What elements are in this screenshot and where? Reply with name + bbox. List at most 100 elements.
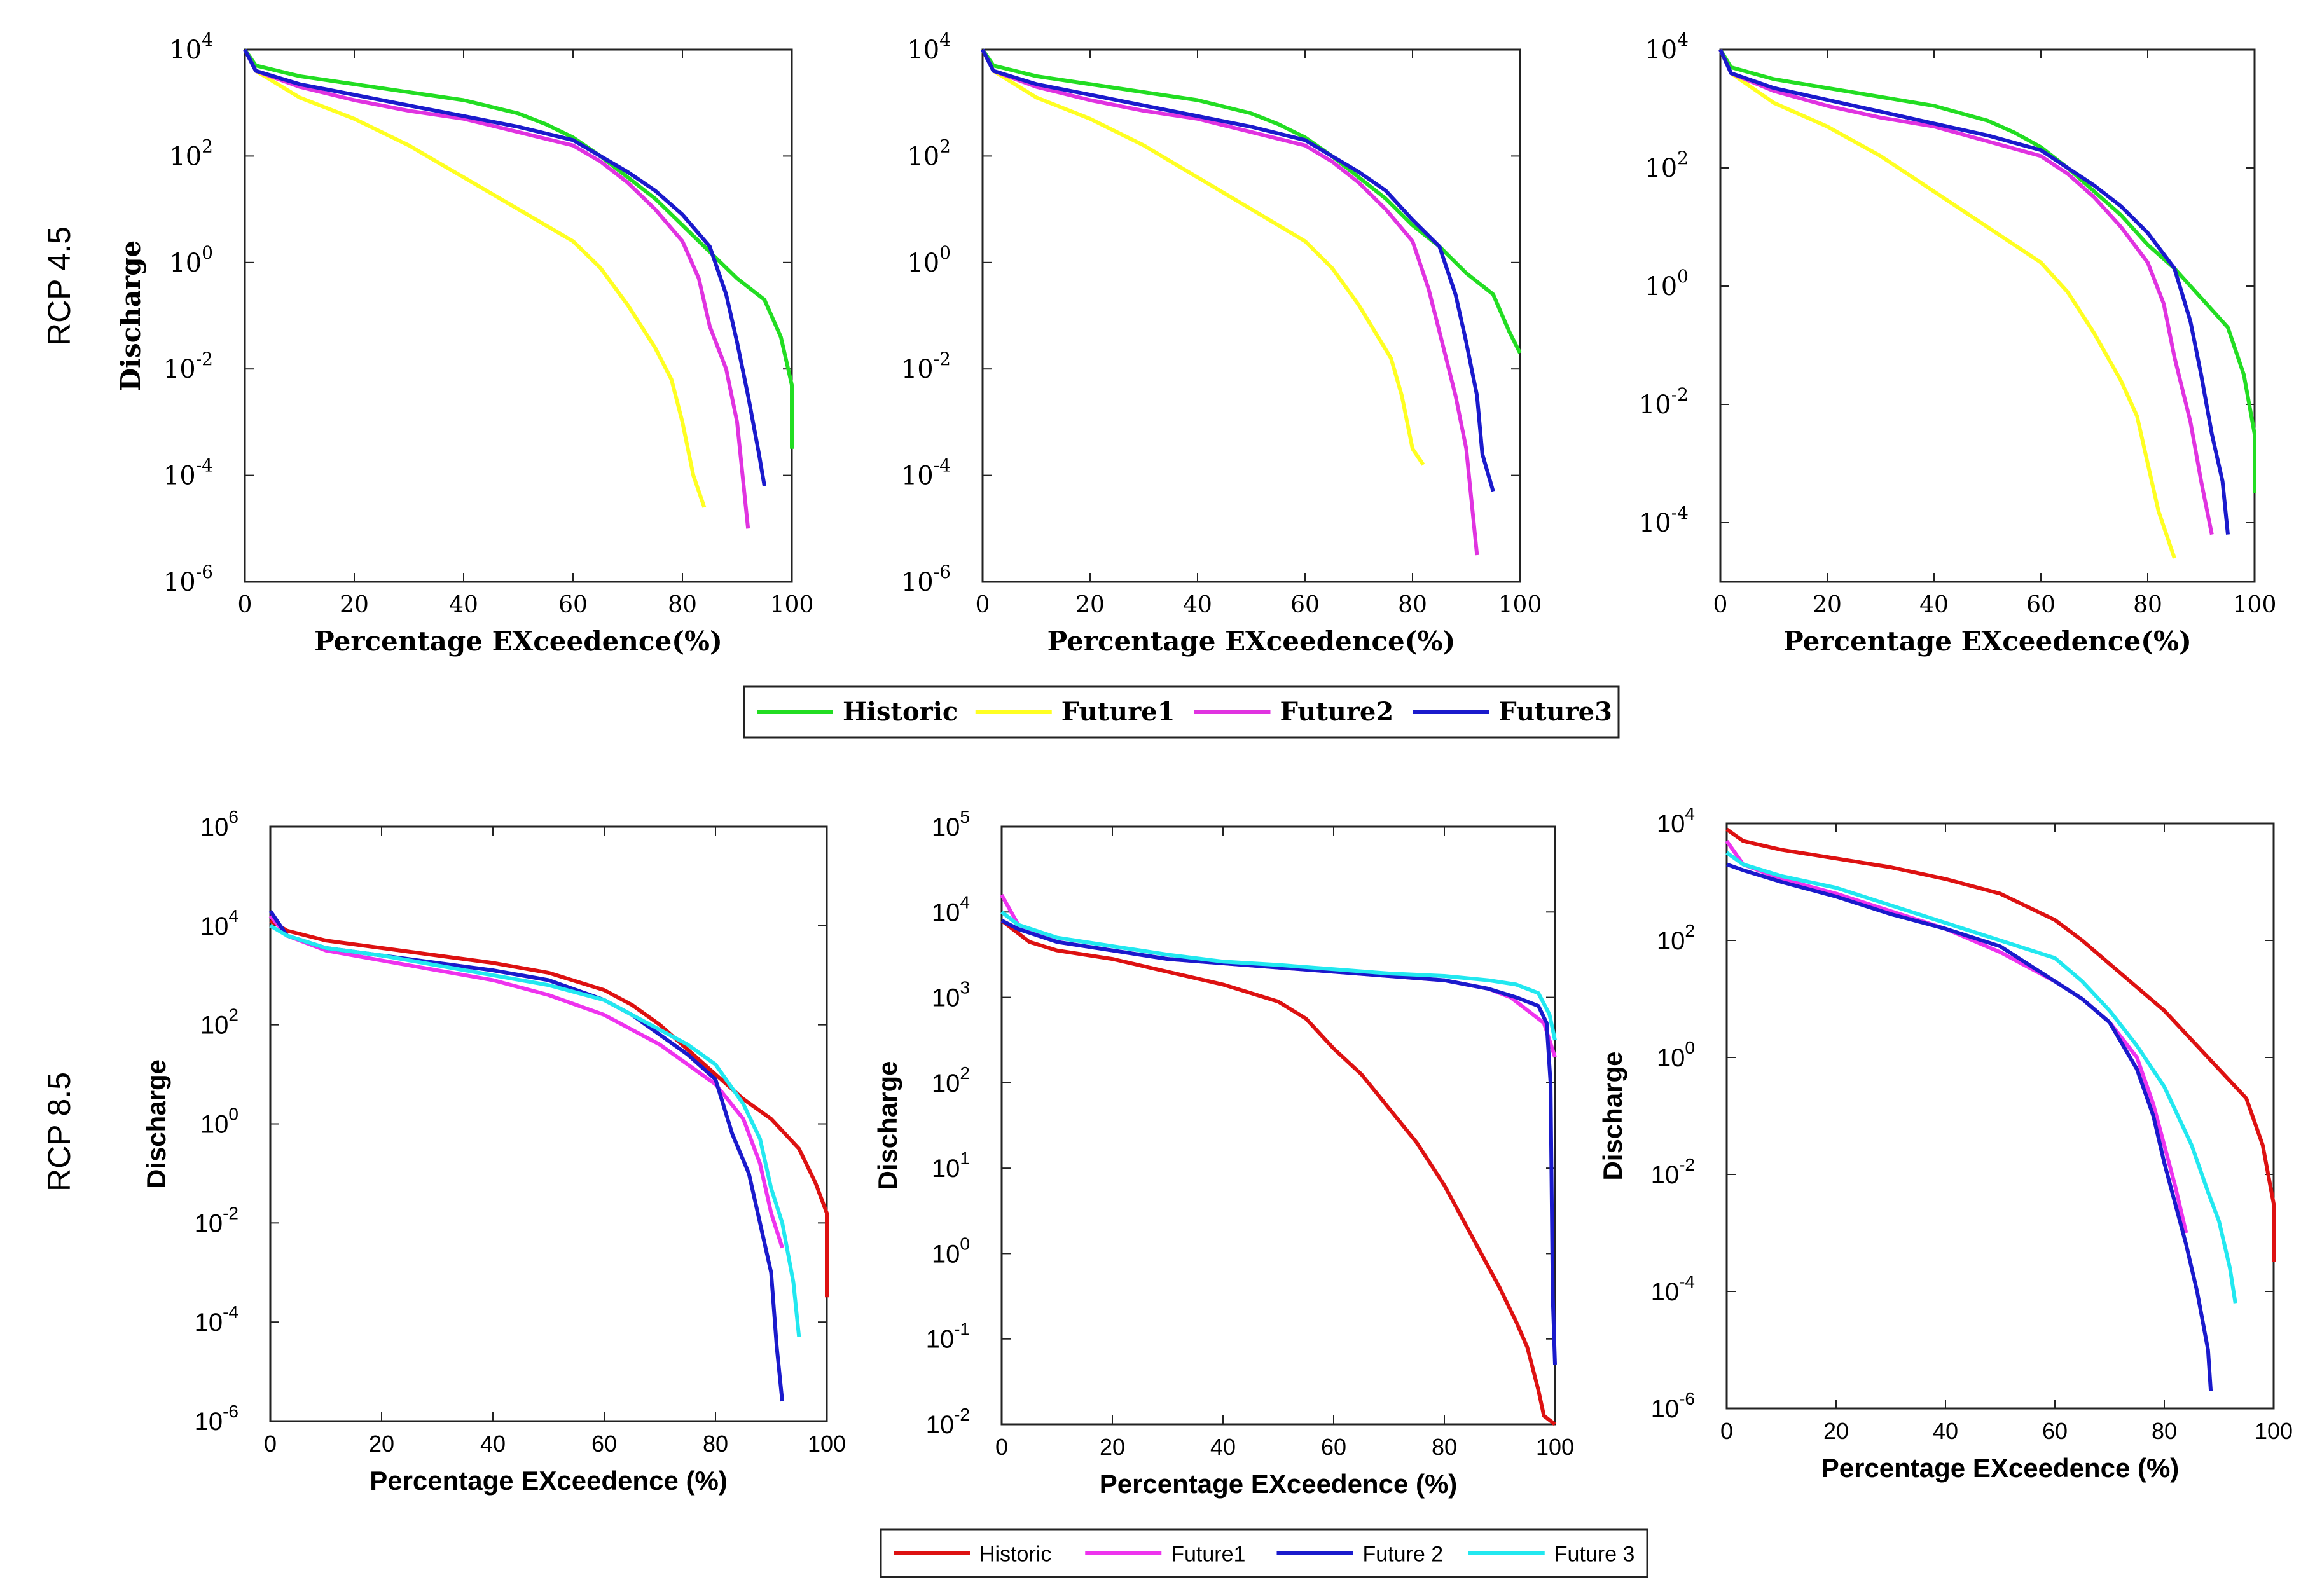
x-tick-label: 100 bbox=[2233, 592, 2277, 618]
row-label-rcp85: RCP 8.5 bbox=[41, 1072, 77, 1192]
x-tick-label: 40 bbox=[1919, 592, 1949, 618]
x-tick-label: 100 bbox=[770, 592, 814, 618]
series-line-historic bbox=[1725, 827, 2276, 1262]
x-axis-label: Percentage EXceedence (%) bbox=[1100, 1469, 1458, 1499]
x-tick-label: 40 bbox=[1933, 1418, 1958, 1444]
x-tick-label: 40 bbox=[480, 1431, 506, 1457]
legend-rcp85: Historic Future1 Future 2 Future 3 bbox=[880, 1528, 1648, 1578]
chart-panel-1: 0 20 40 60 80 100 104 102 100 10-2 10-4 10-6 Percent… bbox=[115, 29, 813, 657]
x-tick-label: 100 bbox=[1498, 592, 1542, 618]
x-tick-label: 40 bbox=[1183, 592, 1212, 618]
x-tick-label: 60 bbox=[2042, 1418, 2068, 1444]
y-tick-label: 103 bbox=[932, 978, 970, 1012]
y-tick-label: 104 bbox=[169, 29, 213, 65]
series-line-future-2 bbox=[1000, 919, 1557, 1365]
y-tick-label: 102 bbox=[1645, 148, 1689, 183]
x-tick-label: 0 bbox=[264, 1431, 277, 1457]
x-tick-label: 100 bbox=[1536, 1434, 1574, 1460]
series-line-future1 bbox=[268, 914, 784, 1249]
legend-label: Future3 bbox=[1498, 697, 1612, 727]
y-tick-label: 10-2 bbox=[926, 1405, 970, 1439]
y-tick-label: 10-1 bbox=[926, 1319, 970, 1354]
plot-frame bbox=[1725, 822, 2275, 1410]
legend-label: Historic bbox=[979, 1543, 1051, 1567]
x-tick-label: 100 bbox=[808, 1431, 846, 1457]
y-tick-label: 10-4 bbox=[1639, 502, 1689, 538]
x-tick-label: 60 bbox=[591, 1431, 617, 1457]
y-tick-label: 102 bbox=[932, 1063, 970, 1097]
series-line-historic bbox=[269, 919, 829, 1298]
y-tick-label: 102 bbox=[1657, 921, 1695, 955]
series-line-future3 bbox=[1718, 48, 2230, 535]
series-line-future-3 bbox=[269, 924, 801, 1337]
x-tick-label: 80 bbox=[1432, 1434, 1457, 1460]
x-tick-label: 40 bbox=[449, 592, 478, 618]
y-axis-label: Discharge bbox=[141, 1059, 171, 1188]
series-line-future2 bbox=[981, 48, 1479, 556]
x-axis-label: Percentage EXceedence(%) bbox=[314, 626, 722, 657]
chart-panel-5: 0 20 40 60 80 100 105 104 103 102 101 100 10-1 10-2 Pe… bbox=[873, 807, 1574, 1499]
y-tick-label: 102 bbox=[200, 1005, 238, 1040]
series-line-future1 bbox=[981, 48, 1425, 466]
panels: 0 20 40 60 80 100 104 102 100 10-2 10-4 10-6 Percent… bbox=[115, 29, 2293, 1499]
row-label-rcp45: RCP 4.5 bbox=[41, 226, 77, 346]
chart-panel-3: 0 20 40 60 80 100 104 102 100 10-2 10-4 Percentage … bbox=[1639, 29, 2277, 657]
x-tick-label: 60 bbox=[1290, 592, 1320, 618]
legend-label: Future1 bbox=[1061, 697, 1175, 727]
y-tick-label: 104 bbox=[200, 906, 238, 940]
series-line-historic bbox=[1000, 919, 1556, 1426]
y-axis-label: Discharge bbox=[873, 1061, 902, 1190]
series-line-future-2 bbox=[1725, 862, 2213, 1391]
y-tick-label: 104 bbox=[1645, 29, 1689, 65]
series-line-future-3 bbox=[1000, 910, 1557, 1041]
x-tick-label: 20 bbox=[340, 592, 369, 618]
series-line-future-2 bbox=[268, 909, 784, 1402]
y-tick-label: 105 bbox=[932, 807, 970, 841]
y-tick-label: 104 bbox=[932, 892, 970, 926]
y-tick-label: 100 bbox=[200, 1104, 238, 1139]
y-tick-label: 104 bbox=[1657, 804, 1695, 838]
y-tick-label: 10-2 bbox=[1651, 1155, 1695, 1189]
x-tick-label: 80 bbox=[2152, 1418, 2177, 1444]
x-tick-label: 60 bbox=[2026, 592, 2056, 618]
legend-label: Historic bbox=[843, 697, 958, 727]
series-line-future2 bbox=[1718, 48, 2214, 535]
y-tick-label: 100 bbox=[932, 1234, 970, 1268]
x-tick-label: 20 bbox=[1100, 1434, 1125, 1460]
x-axis-label: Percentage EXceedence(%) bbox=[1047, 626, 1456, 657]
y-tick-label: 10-6 bbox=[901, 561, 951, 597]
y-tick-label: 10-6 bbox=[195, 1401, 238, 1436]
legend-label: Future 2 bbox=[1363, 1543, 1444, 1567]
x-axis-label: Percentage EXceedence (%) bbox=[370, 1466, 728, 1496]
series-line-future3 bbox=[243, 48, 766, 486]
series-line-future2 bbox=[243, 48, 750, 529]
y-tick-label: 102 bbox=[169, 135, 213, 171]
x-tick-label: 0 bbox=[976, 592, 990, 618]
x-tick-label: 0 bbox=[238, 592, 252, 618]
y-tick-label: 102 bbox=[907, 135, 951, 171]
y-tick-label: 106 bbox=[200, 807, 238, 841]
plot-frame bbox=[244, 48, 793, 583]
x-axis-label: Percentage EXceedence(%) bbox=[1783, 626, 2192, 657]
x-tick-label: 60 bbox=[558, 592, 588, 618]
y-tick-label: 10-4 bbox=[1651, 1272, 1695, 1306]
y-tick-label: 10-4 bbox=[901, 455, 951, 491]
series-line-future-3 bbox=[1725, 851, 2237, 1304]
legend-label: Future2 bbox=[1280, 697, 1394, 727]
y-tick-label: 100 bbox=[1645, 266, 1689, 301]
plot-frame bbox=[981, 48, 1521, 583]
x-tick-label: 20 bbox=[1075, 592, 1105, 618]
legend-rcp45: Historic Future1 Future2 Future3 bbox=[743, 685, 1620, 739]
y-tick-label: 10-2 bbox=[1639, 384, 1689, 420]
x-tick-label: 80 bbox=[1398, 592, 1427, 618]
y-tick-label: 100 bbox=[169, 242, 213, 278]
chart-panel-6: 0 20 40 60 80 100 104 102 100 10-2 10-4 10-6 Percent… bbox=[1598, 804, 2293, 1483]
legend-label: Future1 bbox=[1171, 1543, 1245, 1567]
y-tick-label: 10-6 bbox=[1651, 1389, 1695, 1423]
chart-panel-2: 0 20 40 60 80 100 104 102 100 10-2 10-4 10-6 Percent… bbox=[901, 29, 1542, 657]
plot-frame bbox=[1719, 48, 2256, 583]
y-tick-label: 10-4 bbox=[195, 1302, 238, 1337]
y-tick-label: 100 bbox=[1657, 1038, 1695, 1072]
x-tick-label: 0 bbox=[1713, 592, 1728, 618]
series-line-future1 bbox=[243, 48, 707, 508]
